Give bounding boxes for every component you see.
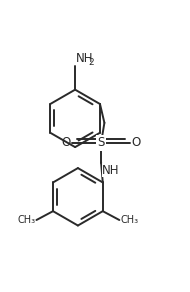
Text: CH₃: CH₃ xyxy=(17,215,35,225)
Text: NH: NH xyxy=(76,52,94,65)
Text: O: O xyxy=(61,136,71,149)
Text: S: S xyxy=(97,136,105,149)
Text: NH: NH xyxy=(102,164,120,177)
Text: 2: 2 xyxy=(88,58,94,67)
Text: O: O xyxy=(132,136,141,149)
Text: CH₃: CH₃ xyxy=(120,215,139,225)
